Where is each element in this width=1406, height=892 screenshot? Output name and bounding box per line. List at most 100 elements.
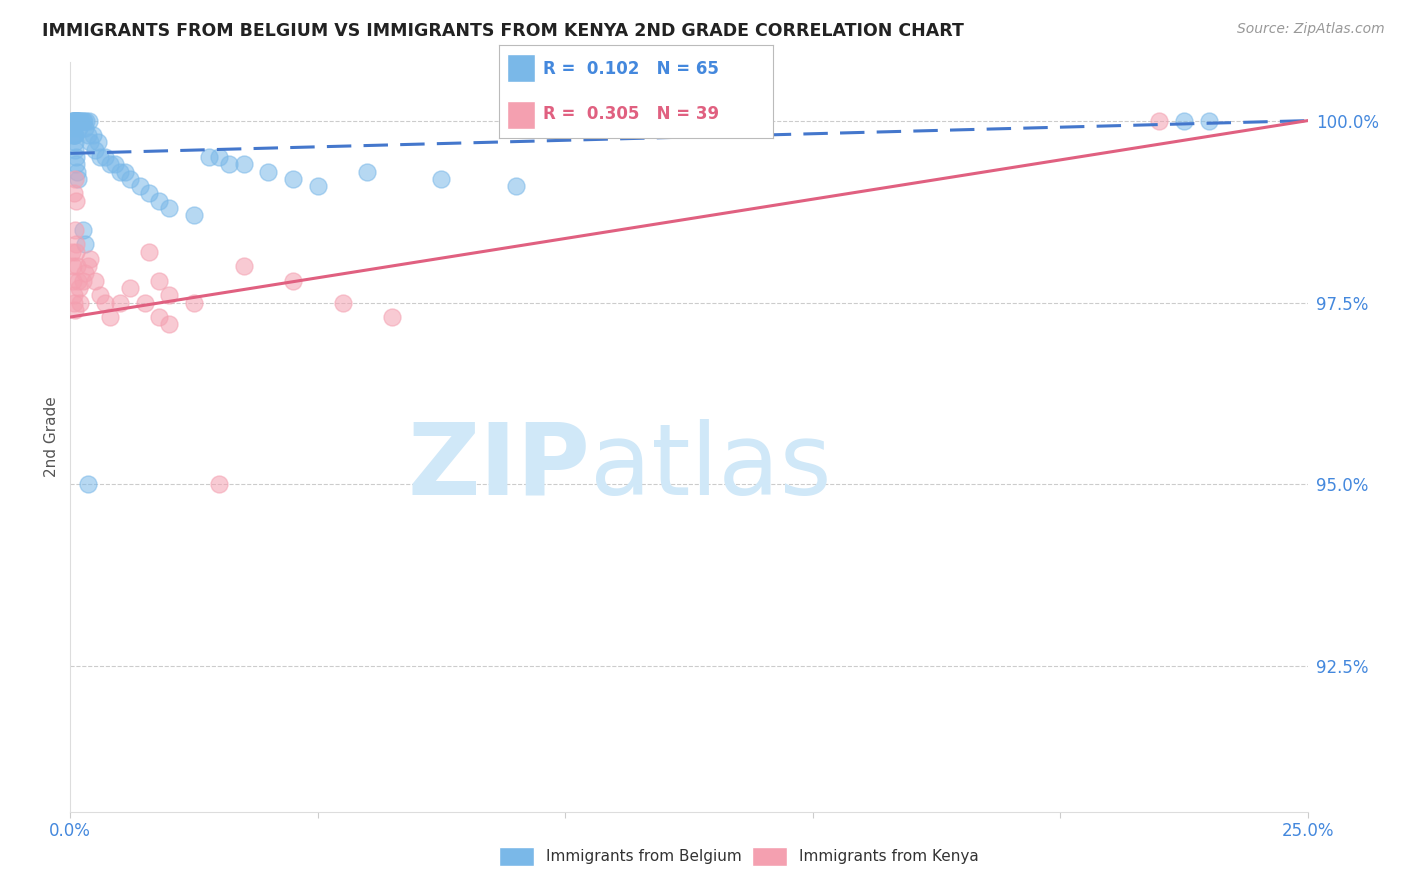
Point [66,113,89,128]
Point [72,274,94,288]
Point [148,274,170,288]
Point [65,143,87,157]
Text: atlas: atlas [591,418,831,516]
Point [62,128,84,143]
Point [76,477,98,491]
Point [281,171,304,186]
Point [505,179,527,194]
Point [98,310,121,324]
Text: Source: ZipAtlas.com: Source: ZipAtlas.com [1237,22,1385,37]
Point [89,150,111,164]
Point [356,164,378,178]
Point [430,171,453,186]
Point [208,477,231,491]
Point [63,113,86,128]
Point [65,157,87,171]
Point [128,179,150,194]
Text: ZIP: ZIP [408,418,591,516]
Point [108,164,131,178]
Point [232,157,254,171]
Y-axis label: 2nd Grade: 2nd Grade [44,397,59,477]
Point [84,274,107,288]
Point [381,310,404,324]
Point [69,295,91,310]
Point [218,157,240,171]
Point [157,318,180,332]
Point [70,113,93,128]
Point [86,136,108,150]
Point [118,281,141,295]
Point [65,150,87,164]
Point [62,113,84,128]
Point [62,274,84,288]
Point [148,310,170,324]
FancyBboxPatch shape [508,101,534,129]
Point [72,223,94,237]
Point [62,113,84,128]
Point [63,128,86,143]
Point [148,194,170,208]
Point [75,120,97,135]
Point [157,288,180,302]
Point [66,259,89,273]
Text: R =  0.102   N = 65: R = 0.102 N = 65 [543,60,718,78]
Point [77,113,100,128]
Point [1147,113,1170,128]
Point [67,120,90,135]
Point [76,259,98,273]
Point [75,113,97,128]
Point [198,150,221,164]
Text: Immigrants from Kenya: Immigrants from Kenya [799,849,979,863]
Text: R =  0.305   N = 39: R = 0.305 N = 39 [543,105,718,123]
Point [63,186,86,201]
Point [65,128,87,143]
Point [208,150,231,164]
Point [62,288,84,302]
Point [66,164,89,178]
Point [75,237,97,252]
Point [65,113,87,128]
Point [65,194,87,208]
Point [307,179,329,194]
Point [69,113,91,128]
Point [94,295,117,310]
Point [79,252,101,266]
Point [183,295,205,310]
Point [79,136,101,150]
Point [65,171,87,186]
Point [108,295,131,310]
Point [134,295,156,310]
Point [94,150,117,164]
Point [98,157,121,171]
Point [60,113,83,128]
Point [257,164,280,178]
Point [1173,113,1195,128]
Point [1198,113,1220,128]
Text: IMMIGRANTS FROM BELGIUM VS IMMIGRANTS FROM KENYA 2ND GRADE CORRELATION CHART: IMMIGRANTS FROM BELGIUM VS IMMIGRANTS FR… [42,22,965,40]
Point [63,302,86,317]
Point [281,274,304,288]
Point [67,113,90,128]
Point [332,295,354,310]
Point [67,281,90,295]
Point [138,186,160,201]
Point [138,244,160,259]
Point [157,201,180,215]
Point [62,120,84,135]
Point [75,267,97,281]
Point [76,128,98,143]
Point [65,237,87,252]
Point [73,113,96,128]
Point [62,128,84,143]
Point [104,157,127,171]
Point [63,136,86,150]
Point [67,113,90,128]
Point [66,113,89,128]
Point [72,113,94,128]
FancyBboxPatch shape [508,54,534,82]
Point [183,208,205,222]
Point [118,171,141,186]
Point [62,113,84,128]
Point [114,164,136,178]
Point [66,113,89,128]
